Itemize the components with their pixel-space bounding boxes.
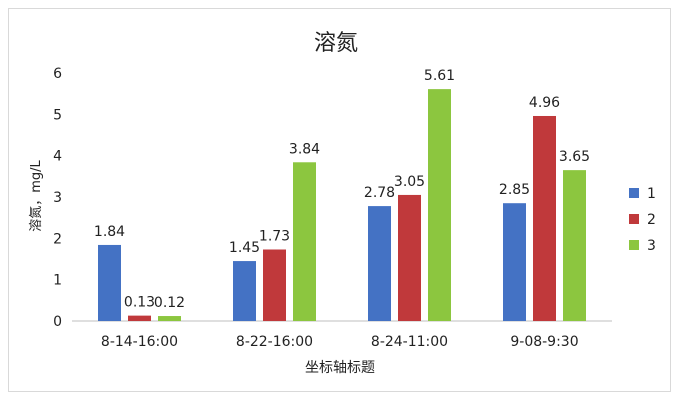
legend: 1 2 3 <box>629 186 656 254</box>
bar-series-3 <box>563 170 586 321</box>
data-label: 1.45 <box>229 240 260 256</box>
x-tick-label: 8-22-16:00 <box>236 334 313 350</box>
legend-swatch-2 <box>629 214 639 224</box>
bar-series-1 <box>98 244 121 321</box>
x-axis-ticks: 8-14-16:00 8-22-16:00 8-24-11:00 9-08-9:30 <box>101 334 579 350</box>
legend-label: 1 <box>647 186 656 202</box>
data-label: 4.96 <box>529 95 560 111</box>
data-label: 3.05 <box>394 174 425 190</box>
data-label: 5.61 <box>424 68 455 84</box>
bar-series-2 <box>128 315 151 321</box>
bars-group <box>98 89 586 322</box>
data-label: 0.12 <box>154 295 185 311</box>
legend-swatch-1 <box>629 188 639 198</box>
x-tick-label: 8-24-11:00 <box>371 334 448 350</box>
data-label: 2.85 <box>499 182 530 198</box>
y-tick-label: 6 <box>53 66 62 82</box>
chart-frame <box>8 8 671 392</box>
bar-series-3 <box>428 89 451 322</box>
x-tick-label: 8-14-16:00 <box>101 334 178 350</box>
legend-label: 3 <box>647 238 656 254</box>
bar-series-2 <box>398 194 421 321</box>
data-label: 2.78 <box>364 185 395 201</box>
data-label: 1.73 <box>259 228 290 244</box>
legend-swatch-3 <box>629 240 639 250</box>
y-tick-label: 4 <box>53 149 62 165</box>
chart-title: 溶氮 <box>314 31 358 56</box>
bar-series-3 <box>158 316 181 321</box>
bar-series-3 <box>293 162 316 321</box>
y-tick-label: 3 <box>53 190 62 206</box>
y-axis-ticks: 0 1 2 3 4 5 6 <box>53 66 62 330</box>
bar-series-2 <box>533 115 556 321</box>
legend-label: 2 <box>647 212 656 228</box>
data-labels-group: 1.84 0.130.12 1.451.73 3.84 2.783.05 5.61 2.85… <box>94 68 590 311</box>
y-axis-title: 溶氮，mg/L <box>29 159 44 231</box>
bar-series-1 <box>503 203 526 321</box>
y-tick-label: 1 <box>53 273 62 289</box>
bar-series-2 <box>263 249 286 321</box>
y-tick-label: 5 <box>53 107 62 123</box>
data-label: 1.84 <box>94 224 125 240</box>
data-label: 0.13 <box>124 295 155 311</box>
y-tick-label: 0 <box>53 314 62 330</box>
y-tick-label: 2 <box>53 231 62 247</box>
data-label: 3.84 <box>289 141 320 157</box>
bar-series-1 <box>233 261 256 321</box>
bar-series-1 <box>368 206 391 321</box>
x-tick-label: 9-08-9:30 <box>510 334 578 350</box>
data-label: 3.65 <box>559 149 590 165</box>
x-axis-title: 坐标轴标题 <box>305 360 375 376</box>
